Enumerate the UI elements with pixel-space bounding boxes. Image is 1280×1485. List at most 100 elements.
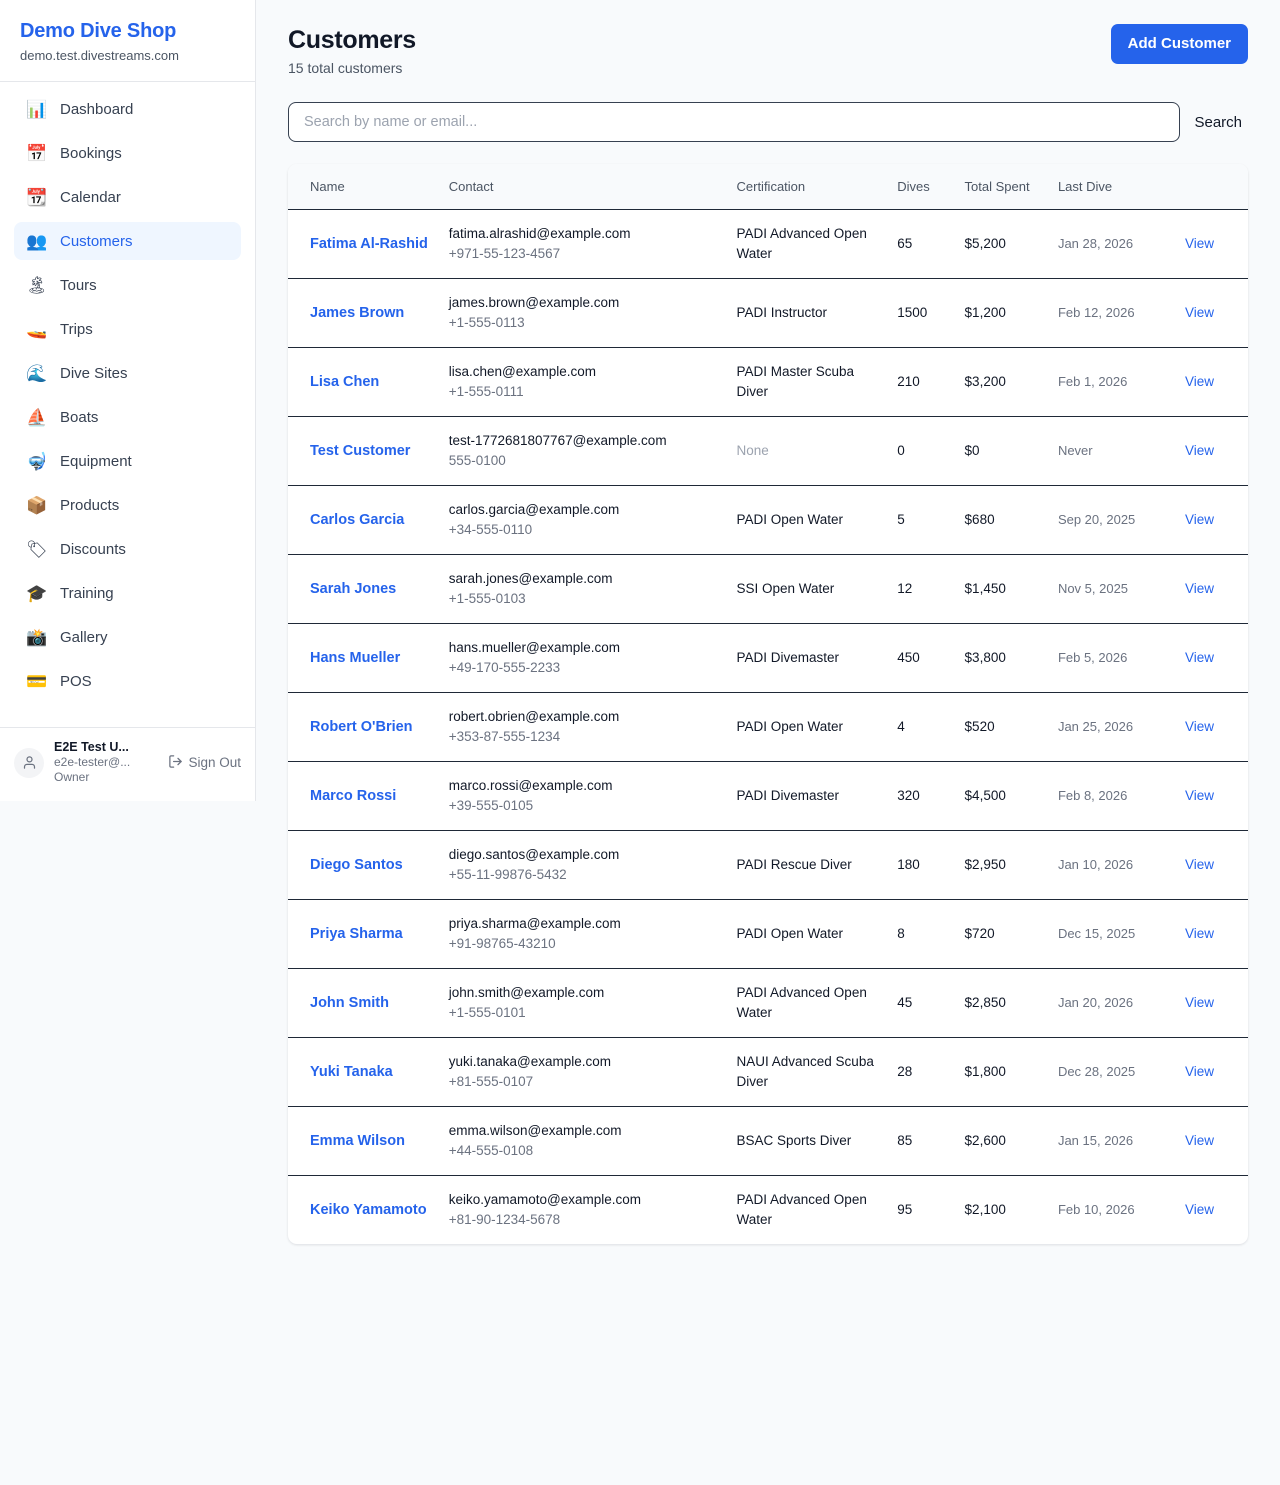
cell-contact: test-1772681807767@example.com 555-0100 (448, 416, 737, 486)
customer-phone: +1-555-0111 (448, 384, 524, 399)
customer-phone: +91-98765-43210 (448, 936, 556, 951)
cell-total-spent: $2,100 (964, 1202, 1006, 1217)
cell-dives: 95 (897, 1202, 913, 1217)
sidebar-item-label: Bookings (60, 144, 122, 162)
table-header-row: Name Contact Certification Dives Total Spent… (288, 164, 1248, 210)
customer-name-link[interactable]: Sarah Jones (310, 580, 397, 597)
view-link[interactable]: View (1184, 650, 1214, 665)
view-link[interactable]: View (1184, 1064, 1214, 1079)
view-link[interactable]: View (1184, 995, 1214, 1010)
sidebar-item-label: Discounts (60, 540, 126, 558)
customer-name-link[interactable]: Diego Santos (310, 856, 403, 873)
sidebar-item-label: Gallery (60, 628, 108, 646)
customer-name-link[interactable]: Carlos Garcia (310, 511, 405, 528)
sidebar-item-boats[interactable]: ⛵ Boats (14, 398, 241, 436)
table-row: Priya Sharma priya.sharma@example.com +91-… (288, 899, 1248, 969)
user-role: Owner (54, 770, 90, 784)
sidebar-item-discounts[interactable]: 🏷 Discounts (14, 530, 241, 568)
customer-name-link[interactable]: Lisa Chen (310, 373, 380, 390)
cell-dives: 28 (897, 1037, 965, 1107)
customer-phone: 555-0100 (448, 453, 506, 468)
customer-email: carlos.garcia@example.com (448, 502, 620, 517)
sidebar-item-dashboard[interactable]: 📊 Dashboard (14, 90, 241, 128)
view-link[interactable]: View (1184, 512, 1214, 527)
view-link[interactable]: View (1184, 719, 1214, 734)
sidebar-item-trips[interactable]: 🚤 Trips (14, 310, 241, 348)
customer-name-link[interactable]: Fatima Al-Rashid (310, 235, 428, 252)
column-header-contact: Contact (448, 164, 737, 210)
view-link[interactable]: View (1184, 236, 1214, 251)
sign-out-button[interactable]: Sign Out (168, 754, 241, 772)
customer-name-link[interactable]: Keiko Yamamoto (310, 1201, 427, 1218)
cell-dives: 65 (897, 209, 965, 279)
customer-count: 15 total customers (288, 60, 403, 76)
table-row: Hans Mueller hans.mueller@example.com +49-… (288, 623, 1248, 693)
table-row: Emma Wilson emma.wilson@example.com +44-55… (288, 1106, 1248, 1176)
cell-last-dive: Feb 5, 2026 (1057, 623, 1156, 693)
customer-phone: +55-11-99876-5432 (448, 867, 567, 882)
customer-name-link[interactable]: Emma Wilson (310, 1132, 405, 1149)
brand-title: Demo Dive Shop (20, 20, 177, 42)
sidebar-item-tours[interactable]: 🏝 Tours (14, 266, 241, 304)
table-row: John Smith john.smith@example.com +1-555-0… (288, 968, 1248, 1038)
cell-contact: sarah.jones@example.com +1-555-0103 (448, 554, 737, 624)
customer-name-link[interactable]: Priya Sharma (310, 925, 403, 942)
view-link[interactable]: View (1184, 788, 1214, 803)
add-customer-button[interactable]: Add Customer (1110, 24, 1248, 64)
cell-dives: 12 (897, 554, 965, 624)
cell-total-spent: $4,500 (964, 761, 1058, 831)
view-link[interactable]: View (1184, 926, 1214, 941)
cell-name: Lisa Chen (288, 347, 449, 417)
cell-total-spent: $2,950 (964, 830, 1058, 900)
cell-actions: View (1155, 347, 1248, 417)
sidebar-item-gallery[interactable]: 📸 Gallery (14, 618, 241, 656)
view-link[interactable]: View (1184, 1202, 1214, 1217)
cell-total-spent: $5,200 (964, 209, 1058, 279)
cell-certification: PADI Advanced Open Water (736, 1192, 867, 1227)
customer-name-link[interactable]: Marco Rossi (310, 787, 397, 804)
search-input[interactable] (288, 102, 1181, 142)
sidebar-item-products[interactable]: 📦 Products (14, 486, 241, 524)
customer-email: marco.rossi@example.com (448, 778, 613, 793)
sidebar-item-equipment[interactable]: 🤿 Equipment (14, 442, 241, 480)
sidebar-item-pos[interactable]: 💳 POS (14, 662, 241, 700)
sidebar-item-dive-sites[interactable]: 🌊 Dive Sites (14, 354, 241, 392)
table-row: Carlos Garcia carlos.garcia@example.com +3… (288, 485, 1248, 555)
customer-name-link[interactable]: Hans Mueller (310, 649, 401, 666)
customer-phone: +971-55-123-4567 (448, 246, 561, 261)
view-link[interactable]: View (1184, 857, 1214, 872)
trips-icon: 🚤 (26, 319, 48, 339)
sidebar-item-bookings[interactable]: 📅 Bookings (14, 134, 241, 172)
cell-actions: View (1155, 278, 1248, 348)
customer-name-link[interactable]: James Brown (310, 304, 405, 321)
search-row: Search (288, 102, 1248, 142)
cell-dives: 180 (897, 830, 965, 900)
sidebar-item-training[interactable]: 🎓 Training (14, 574, 241, 612)
cell-last-dive: Jan 25, 2026 (1057, 692, 1156, 762)
main-content: Customers 15 total customers Add Custome… (256, 0, 1280, 1485)
customer-name-link[interactable]: Robert O'Brien (310, 718, 413, 735)
customer-name-link[interactable]: Yuki Tanaka (310, 1063, 393, 1080)
view-link[interactable]: View (1184, 581, 1214, 596)
table-body: Fatima Al-Rashid fatima.alrashid@example.… (288, 209, 1248, 1245)
sidebar-item-label: Training (60, 584, 114, 602)
search-button[interactable]: Search (1194, 114, 1248, 131)
table-row: Marco Rossi marco.rossi@example.com +39-55… (288, 761, 1248, 831)
view-link[interactable]: View (1184, 1133, 1214, 1148)
table-row: Yuki Tanaka yuki.tanaka@example.com +81-55… (288, 1037, 1248, 1107)
brand-subdomain: demo.test.divestreams.com (20, 48, 179, 63)
view-link[interactable]: View (1184, 305, 1214, 320)
view-link[interactable]: View (1184, 374, 1214, 389)
cell-contact: emma.wilson@example.com +44-555-0108 (448, 1106, 737, 1176)
view-link[interactable]: View (1184, 443, 1214, 458)
cell-name: Priya Sharma (288, 899, 449, 969)
customer-name-link[interactable]: Test Customer (310, 442, 411, 459)
cell-dives: 8 (897, 899, 965, 969)
user-name: E2E Test U... (54, 740, 129, 754)
sidebar-item-calendar[interactable]: 📆 Calendar (14, 178, 241, 216)
page-title: Customers (288, 26, 416, 54)
page-header: Customers 15 total customers Add Custome… (288, 24, 1248, 76)
sidebar-item-customers[interactable]: 👥 Customers (14, 222, 241, 260)
cell-contact: diego.santos@example.com +55-11-99876-543… (448, 830, 737, 900)
customer-name-link[interactable]: John Smith (310, 994, 389, 1011)
